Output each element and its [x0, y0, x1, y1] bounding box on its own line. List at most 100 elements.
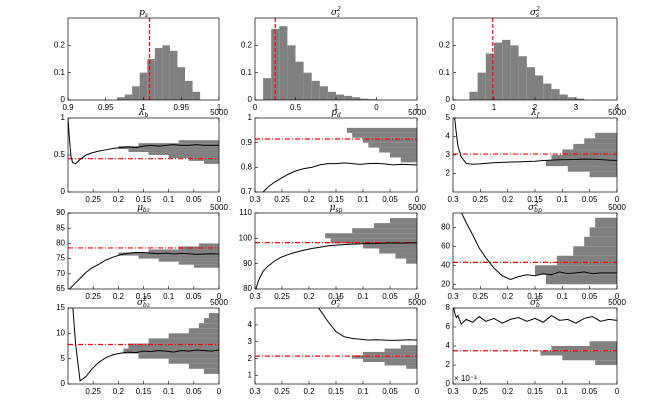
x-tick-label: 0.1	[357, 195, 369, 204]
y-tick-label: 75	[56, 254, 65, 263]
hist-bar	[203, 368, 219, 374]
x2-tick-label: 5000	[408, 203, 426, 212]
hist-bar	[188, 363, 219, 369]
title-sub: b	[144, 112, 148, 119]
hist-bar	[589, 171, 617, 178]
y-tick-label: 90	[56, 208, 65, 217]
hist-bar	[551, 346, 617, 351]
hist-bar	[551, 155, 617, 161]
panel-title: λb	[138, 108, 149, 119]
panel: pd 5000 0.3 0.25 0.2 0.15 0.1 0.05 0 0.7 0.8 0.9 1	[241, 108, 427, 205]
x2-tick-label: 5000	[210, 203, 228, 212]
y-tick-label: 0	[446, 379, 451, 388]
y-tick-label: 8	[446, 303, 451, 312]
hist-bar	[373, 223, 417, 229]
hist-bar	[154, 48, 163, 100]
x-tick-label: 0.1	[163, 387, 175, 396]
y-tick-label: 0.2	[439, 40, 451, 49]
title-sub: bz	[143, 302, 151, 309]
y-tick-label: 80	[243, 284, 252, 293]
x-tick-label: 0.2	[303, 292, 315, 301]
x2-tick-label: 5000	[210, 108, 228, 117]
panel-title: σ2 bp	[528, 201, 542, 214]
y-tick-label: 0.8	[241, 162, 253, 171]
x-tick-label: 0.25	[85, 292, 101, 301]
hist-bar	[138, 255, 219, 259]
x-tick-label: 0.3	[447, 292, 459, 301]
x-tick-label: 0.15	[328, 195, 344, 204]
panel-title: μbz	[137, 203, 151, 214]
hist-bar	[177, 67, 186, 100]
hist-bar	[162, 45, 170, 100]
x-tick-label: 0.15	[136, 195, 152, 204]
y-tick-label: 0.9	[241, 138, 253, 147]
y-tick-label: 15	[56, 303, 65, 312]
y-tick-label: 4	[248, 320, 253, 329]
title-base: σ	[331, 8, 338, 18]
plot-area	[255, 127, 417, 192]
x-tick-label: 0.2	[113, 292, 125, 301]
plot-area	[453, 213, 617, 285]
panel-title: pd	[331, 108, 341, 119]
y-tick-label: 40	[441, 260, 450, 269]
hist-bar	[295, 61, 304, 100]
hist-bar	[368, 99, 377, 100]
hist-bar	[148, 249, 219, 253]
y-tick-label: 3	[446, 150, 451, 159]
hist-bar	[188, 157, 219, 161]
y-tick-label: 2	[446, 169, 451, 178]
hist-bar	[352, 228, 417, 234]
hist-bar	[545, 160, 617, 167]
hist-bar	[589, 227, 617, 237]
x-tick-label: 0.05	[382, 195, 398, 204]
y-tick-label: 2	[446, 360, 451, 369]
hist-bar	[124, 94, 133, 100]
x-tick-label: 0	[217, 292, 222, 301]
x-tick-label: 0.25	[473, 195, 489, 204]
hist-bar	[573, 246, 617, 256]
x-tick-label: 0	[615, 292, 620, 301]
x-tick-label: 0.15	[527, 195, 543, 204]
trace-line	[72, 308, 219, 382]
hist-bar	[379, 147, 417, 153]
x-tick-label: 1	[334, 103, 339, 112]
title-sub: z	[336, 12, 341, 19]
hist-bar	[327, 91, 336, 100]
hist-bar	[562, 149, 617, 155]
hist-bar	[502, 39, 511, 100]
y-tick-label: 0	[61, 379, 66, 388]
hist-bar	[147, 59, 155, 100]
title-sub: f	[536, 112, 541, 119]
hist-bar	[595, 132, 617, 139]
x-tick-label: 0.15	[136, 292, 152, 301]
y-tick-label: 0.1	[54, 68, 66, 77]
y-tick-label: 0.1	[439, 68, 451, 77]
y-tick-label: 90	[243, 259, 252, 268]
hist-bar	[279, 26, 288, 100]
x-tick-label: 0	[615, 387, 620, 396]
hist-bar	[346, 127, 417, 133]
y-tick-label: 0.5	[54, 150, 66, 159]
hist-bar	[584, 236, 617, 247]
x2-tick-label: 5000	[210, 298, 228, 307]
title-base: σ	[530, 298, 537, 308]
plot-area	[255, 218, 417, 289]
hist-bar	[368, 142, 417, 148]
hist-bar	[118, 146, 219, 150]
title-sub: sp	[335, 207, 342, 214]
x-tick-label: 1	[217, 103, 222, 112]
y-tick-label: 0	[248, 95, 253, 104]
x-tick-label: 0.1	[357, 387, 369, 396]
y-tick-label: 0.2	[54, 40, 66, 49]
x-tick-label: 0.3	[249, 195, 261, 204]
hist-bar	[169, 50, 178, 100]
x-tick-label: 0.2	[502, 292, 514, 301]
x-tick-label: 0.9	[62, 103, 74, 112]
hist-bar	[287, 45, 296, 100]
x2-tick-label: 5000	[408, 298, 426, 307]
y-tick-label: 80	[441, 222, 450, 231]
hist-bar	[567, 166, 617, 172]
y-tick-label: 1	[248, 371, 253, 380]
hist-bar	[178, 140, 219, 144]
